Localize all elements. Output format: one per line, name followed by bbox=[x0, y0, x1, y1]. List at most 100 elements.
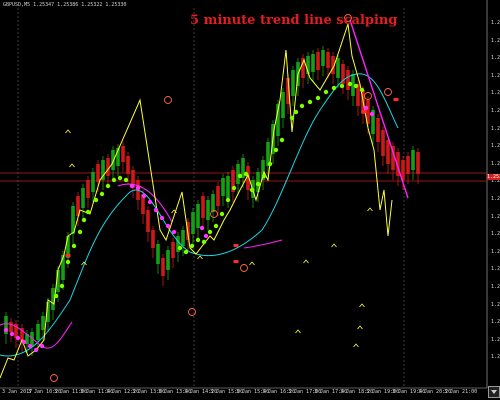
signal-dot-up bbox=[81, 217, 87, 223]
reversal-signal-icon bbox=[164, 96, 172, 104]
candle-body bbox=[391, 146, 395, 170]
signal-tag bbox=[361, 110, 367, 113]
price-axis-label: 1.25220 bbox=[491, 319, 500, 326]
price-axis-label: 1.25460 bbox=[491, 108, 500, 114]
signal-dot-down bbox=[147, 199, 153, 205]
candle-body bbox=[366, 100, 370, 124]
signal-dot-up bbox=[231, 185, 237, 191]
signal-dot-up bbox=[353, 83, 359, 89]
price-axis-label: 1.25400 bbox=[491, 160, 500, 167]
fractal-marker bbox=[353, 343, 359, 348]
time-axis-label: 3 Jan 13:00 bbox=[132, 389, 166, 395]
moving-average-line bbox=[0, 73, 399, 357]
signal-dot-up bbox=[347, 81, 353, 87]
candle-body bbox=[371, 110, 375, 134]
candle-body bbox=[156, 244, 160, 264]
signal-dot-up bbox=[315, 95, 321, 101]
signal-dot-down bbox=[33, 347, 39, 353]
price-axis-label: 1.25500 bbox=[491, 72, 500, 79]
candle-body bbox=[14, 324, 18, 338]
signal-dot-up bbox=[339, 83, 345, 89]
candle-body bbox=[46, 302, 50, 322]
fractal-marker bbox=[81, 261, 87, 266]
candle-body bbox=[356, 84, 360, 106]
signal-dot-up bbox=[183, 249, 189, 255]
signal-dot-down bbox=[15, 335, 21, 341]
signal-dot-up bbox=[225, 197, 231, 203]
candle-body bbox=[286, 78, 290, 104]
candle-body bbox=[406, 156, 410, 174]
reversal-signal-icon bbox=[50, 374, 58, 382]
signal-dot-up bbox=[299, 103, 305, 109]
candle-body bbox=[116, 148, 120, 166]
signal-dot-up bbox=[331, 85, 337, 91]
time-axis-label: 3 Jan 20:20 bbox=[418, 389, 452, 395]
candle-body bbox=[276, 104, 280, 136]
time-axis-label: 3 Jan 19:40 bbox=[392, 389, 426, 395]
candle-body bbox=[146, 210, 150, 232]
candle-body bbox=[281, 92, 285, 118]
fractal-marker bbox=[65, 129, 71, 134]
candle-body bbox=[81, 188, 85, 208]
signal-tag bbox=[65, 254, 71, 257]
price-axis-label: 1.25560 bbox=[491, 20, 500, 26]
candle-body bbox=[96, 164, 100, 182]
candle-body bbox=[166, 250, 170, 270]
candle-body bbox=[126, 156, 130, 174]
signal-dot-down bbox=[135, 185, 141, 191]
candle-body bbox=[20, 328, 24, 342]
fractal-marker bbox=[367, 207, 373, 212]
candle-body bbox=[381, 130, 385, 156]
time-axis-label: 3 Jan 15:40 bbox=[236, 389, 270, 395]
time-axis-label: 3 Jan 2017 bbox=[2, 389, 33, 395]
fractal-marker bbox=[359, 303, 365, 308]
candle-body bbox=[411, 150, 415, 170]
chart-shift-icon[interactable] bbox=[488, 384, 500, 400]
candle-body bbox=[321, 50, 325, 66]
price-axis-label: 1.25180 bbox=[491, 354, 500, 361]
signal-dot-up bbox=[207, 229, 213, 235]
signal-dot-down bbox=[27, 343, 33, 349]
candle-body bbox=[211, 194, 215, 212]
time-axis-label: 3 Jan 11:40 bbox=[80, 389, 114, 395]
candle-body bbox=[266, 142, 270, 166]
candle-body bbox=[386, 140, 390, 164]
signal-dot-up bbox=[117, 175, 123, 181]
candle-body bbox=[41, 316, 45, 330]
signal-dot-up bbox=[123, 177, 129, 183]
candle-body bbox=[246, 166, 250, 190]
candle-body bbox=[336, 58, 340, 78]
price-axis-label: 1.25340 bbox=[491, 213, 500, 220]
zigzag-line bbox=[0, 23, 393, 379]
fractal-marker bbox=[197, 255, 203, 260]
candle-body bbox=[201, 196, 205, 218]
candle-body bbox=[316, 52, 320, 70]
signal-dot-down bbox=[129, 183, 135, 189]
candle-body bbox=[236, 164, 240, 184]
reversal-signal-icon bbox=[188, 308, 196, 316]
signal-dot-up bbox=[279, 137, 285, 143]
price-axis-label: 1.25200 bbox=[491, 336, 500, 343]
candle-body bbox=[241, 158, 245, 178]
signal-dot-up bbox=[289, 115, 295, 121]
signal-dot-down bbox=[363, 105, 369, 111]
candle-body bbox=[141, 194, 145, 214]
signal-tag bbox=[393, 98, 399, 101]
signal-dot-down bbox=[3, 327, 9, 333]
signal-dot-up bbox=[359, 87, 365, 93]
signal-dot-up bbox=[293, 109, 299, 115]
fractal-marker bbox=[249, 261, 255, 266]
candle-body bbox=[311, 54, 315, 72]
signal-dot-up bbox=[189, 243, 195, 249]
candle-body bbox=[416, 152, 420, 174]
candle-body bbox=[9, 322, 13, 332]
signal-dot-down bbox=[369, 111, 375, 117]
signal-tag bbox=[233, 260, 239, 263]
signal-dot-down bbox=[39, 343, 45, 349]
signal-dot-down bbox=[165, 223, 171, 229]
candle-body bbox=[111, 150, 115, 170]
candle-body bbox=[36, 324, 40, 340]
signal-dot-up bbox=[237, 173, 243, 179]
